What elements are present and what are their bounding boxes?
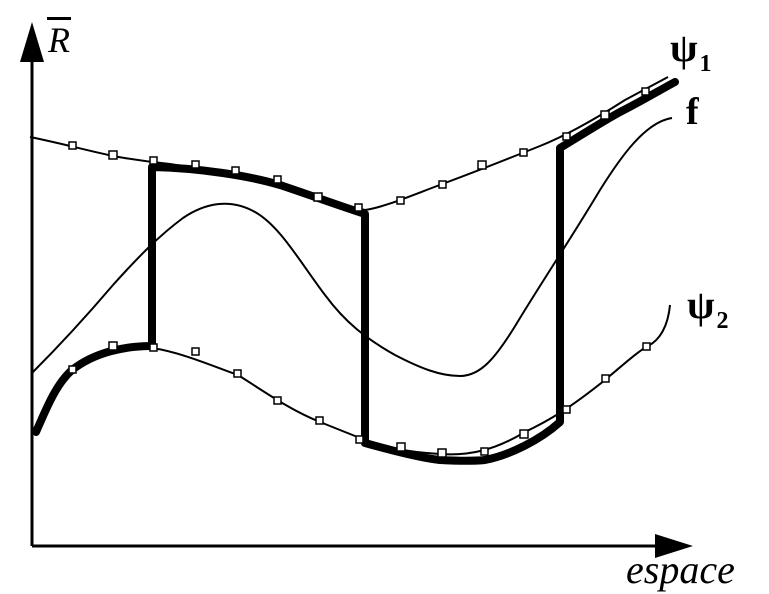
x-axis-arrowhead: [655, 534, 693, 558]
psi2-marker: [233, 369, 242, 378]
psi1-label: ψ1: [670, 25, 712, 77]
psi2-marker: [642, 342, 651, 351]
psi2-marker: [273, 396, 282, 405]
x-axis-label: espace: [626, 547, 735, 592]
psi2-marker: [562, 405, 571, 414]
psi1-marker: [108, 150, 118, 160]
psi2-marker: [355, 435, 364, 444]
psi1-marker: [641, 87, 650, 96]
psi2-marker: [191, 347, 200, 356]
psi1-symbol: ψ: [670, 25, 698, 70]
psi2-marker: [396, 442, 406, 452]
psi2-marker: [519, 429, 529, 439]
f-curve: [31, 117, 673, 378]
psi1-marker: [273, 175, 282, 184]
psi2-marker: [68, 365, 77, 374]
psi1-marker: [396, 196, 405, 205]
psi2-symbol: ψ: [687, 282, 715, 327]
psi2-subscript: 2: [716, 308, 729, 334]
psi1-marker: [519, 148, 528, 157]
psi1-marker: [354, 203, 363, 212]
solution-path: [32, 78, 679, 465]
psi1-marker: [438, 180, 447, 189]
y-axis-symbol: R: [48, 20, 70, 60]
y-axis-arrowhead: [20, 22, 44, 62]
psi1-marker: [68, 141, 77, 150]
psi1-marker: [191, 160, 200, 169]
y-axis-overbar: [47, 17, 71, 20]
psi2-marker: [149, 343, 158, 352]
psi1-marker: [231, 166, 240, 175]
psi2-markers: [68, 341, 651, 458]
psi2-marker: [437, 448, 447, 458]
psi1-marker: [600, 110, 610, 120]
y-axis-label: R: [47, 17, 71, 60]
f-label: f: [686, 91, 699, 133]
psi2-marker: [601, 374, 610, 383]
psi2-marker: [108, 341, 118, 351]
psi1-marker: [313, 192, 323, 202]
psi1-markers: [68, 87, 650, 212]
psi1-marker: [562, 132, 571, 141]
psi2-label: ψ2: [687, 282, 729, 334]
psi1-subscript: 1: [699, 51, 712, 77]
psi2-marker: [480, 447, 489, 456]
psi1-marker: [149, 156, 158, 165]
psi1-marker: [477, 160, 487, 170]
psi2-curve: [34, 304, 671, 456]
psi2-marker: [315, 416, 324, 425]
